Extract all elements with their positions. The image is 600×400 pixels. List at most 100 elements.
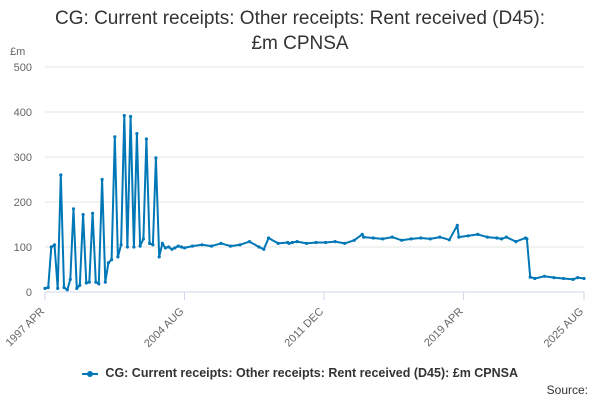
data-point[interactable] (148, 241, 152, 245)
data-point[interactable] (552, 276, 556, 280)
data-point[interactable] (110, 258, 114, 262)
data-point[interactable] (160, 241, 164, 245)
data-point[interactable] (144, 137, 148, 141)
data-point[interactable] (576, 276, 580, 280)
data-point[interactable] (257, 245, 261, 249)
data-point[interactable] (360, 232, 364, 236)
data-point[interactable] (314, 240, 318, 245)
data-point[interactable] (447, 238, 451, 242)
data-point[interactable] (122, 114, 126, 118)
data-point[interactable] (200, 243, 204, 247)
data-point[interactable] (495, 236, 499, 240)
data-point[interactable] (295, 240, 299, 244)
data-point[interactable] (94, 280, 98, 284)
chart-title: CG: Current receipts: Other receipts: Re… (0, 6, 600, 56)
data-point[interactable] (290, 240, 294, 245)
data-point[interactable] (75, 286, 79, 290)
legend[interactable]: CG: Current receipts: Other receipts: Re… (0, 366, 600, 380)
data-point[interactable] (116, 255, 120, 259)
data-point[interactable] (87, 280, 91, 284)
data-point[interactable] (276, 241, 280, 245)
data-point[interactable] (84, 281, 88, 285)
data-point[interactable] (151, 243, 155, 247)
data-point[interactable] (455, 223, 459, 227)
data-point[interactable] (352, 238, 356, 242)
data-point[interactable] (59, 173, 63, 177)
data-point[interactable] (247, 240, 252, 244)
data-point[interactable] (262, 247, 266, 251)
data-point[interactable] (305, 241, 309, 245)
data-point[interactable] (561, 276, 566, 281)
data-point[interactable] (179, 245, 183, 249)
data-point[interactable] (163, 246, 167, 250)
data-point[interactable] (390, 235, 394, 239)
data-point[interactable] (533, 276, 537, 281)
data-point[interactable] (62, 285, 66, 290)
data-point[interactable] (125, 245, 129, 249)
data-point[interactable] (46, 285, 50, 290)
data-point[interactable] (428, 237, 432, 241)
data-point[interactable] (97, 282, 101, 286)
data-point[interactable] (157, 255, 161, 259)
data-point[interactable] (68, 277, 72, 281)
data-point[interactable] (528, 275, 532, 279)
data-point[interactable] (190, 244, 194, 248)
data-point[interactable] (56, 286, 60, 290)
data-point[interactable] (167, 245, 171, 249)
data-point[interactable] (438, 235, 442, 239)
data-point[interactable] (132, 245, 136, 249)
data-point[interactable] (466, 234, 470, 238)
data-point[interactable] (135, 132, 139, 136)
data-point[interactable] (267, 236, 271, 240)
data-point[interactable] (81, 213, 85, 217)
data-point[interactable] (500, 237, 504, 241)
data-point[interactable] (103, 280, 107, 284)
x-tick-label: 2025 AUG (542, 306, 586, 350)
data-point[interactable] (219, 241, 223, 245)
data-point[interactable] (129, 114, 133, 119)
data-point[interactable] (525, 237, 529, 241)
data-point[interactable] (504, 235, 508, 239)
data-point[interactable] (381, 237, 385, 241)
data-point[interactable] (182, 246, 187, 250)
data-point[interactable] (173, 246, 177, 250)
data-point[interactable] (324, 240, 328, 245)
data-point[interactable] (154, 156, 158, 160)
data-point[interactable] (43, 286, 47, 290)
data-point[interactable] (457, 235, 461, 239)
data-point[interactable] (542, 274, 547, 278)
chart-title-line-2: £m CPNSA (251, 33, 349, 54)
data-point[interactable] (362, 235, 366, 239)
data-point[interactable] (485, 235, 489, 239)
data-point[interactable] (71, 207, 76, 211)
data-point[interactable] (78, 283, 82, 287)
data-point[interactable] (209, 244, 214, 248)
data-point[interactable] (238, 243, 242, 247)
data-point[interactable] (371, 236, 375, 240)
data-point[interactable] (409, 237, 413, 241)
data-point[interactable] (100, 177, 104, 182)
data-point[interactable] (176, 244, 180, 248)
data-point[interactable] (228, 244, 233, 248)
data-point[interactable] (571, 277, 575, 281)
data-point[interactable] (333, 240, 337, 244)
data-point[interactable] (119, 243, 123, 247)
data-point[interactable] (138, 244, 142, 248)
chart-title-line-1: CG: Current receipts: Other receipts: Re… (55, 8, 545, 29)
data-point[interactable] (582, 276, 586, 281)
data-point[interactable] (52, 243, 57, 247)
data-point[interactable] (65, 288, 69, 292)
data-point[interactable] (514, 240, 518, 244)
data-point[interactable] (170, 247, 174, 251)
data-point[interactable] (141, 237, 145, 241)
data-point[interactable] (287, 241, 291, 245)
data-point[interactable] (106, 261, 110, 265)
data-point[interactable] (113, 135, 117, 139)
data-point[interactable] (343, 241, 347, 245)
x-tick-label: 1997 APR (4, 306, 48, 350)
data-point[interactable] (91, 211, 95, 215)
data-point[interactable] (419, 236, 423, 240)
data-point[interactable] (49, 245, 53, 249)
data-point[interactable] (476, 232, 480, 236)
data-point[interactable] (400, 238, 404, 242)
